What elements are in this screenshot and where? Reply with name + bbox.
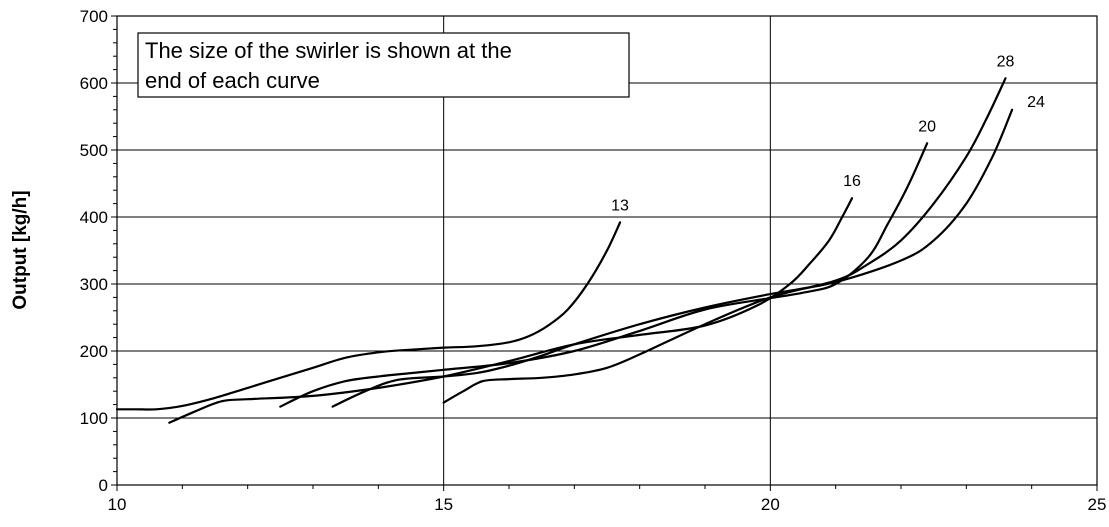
annotation-line-1: The size of the swirler is shown at the — [145, 38, 512, 63]
series-label-13: 13 — [611, 197, 629, 214]
y-tick-label: 500 — [80, 141, 108, 160]
y-tick-label: 400 — [80, 208, 108, 227]
x-tick-label: 20 — [761, 495, 780, 514]
series-line-28 — [442, 77, 1007, 404]
y-tick-label: 100 — [80, 409, 108, 428]
y-tick-label: 700 — [80, 7, 108, 26]
y-axis-tick-labels: 0 100 200 300 400 500 600 700 — [80, 7, 108, 495]
series-line-16 — [168, 197, 854, 424]
x-tick-label: 10 — [108, 495, 127, 514]
series-end-labels: 13 16 20 24 28 — [611, 53, 1045, 214]
series-line-24 — [331, 108, 1014, 408]
y-tick-label: 0 — [99, 476, 108, 495]
y-tick-label: 300 — [80, 275, 108, 294]
series-line-20 — [279, 142, 929, 408]
y-tick-label: 600 — [80, 74, 108, 93]
x-axis-tick-labels: 10 15 20 25 — [108, 495, 1107, 514]
x-tick-label: 15 — [434, 495, 453, 514]
series-curves — [115, 77, 1014, 424]
annotation-box: The size of the swirler is shown at the … — [137, 32, 630, 98]
y-axis-label: Output [kg/h] — [10, 190, 31, 309]
minor-tick-marks — [111, 15, 1098, 491]
series-label-24: 24 — [1027, 94, 1045, 111]
series-label-28: 28 — [997, 53, 1015, 70]
series-label-20: 20 — [918, 118, 936, 135]
annotation-line-2: end of each curve — [145, 68, 320, 93]
series-label-16: 16 — [843, 173, 861, 190]
plot-area-frame — [116, 15, 1098, 486]
series-line-13 — [115, 221, 622, 411]
y-tick-label: 200 — [80, 342, 108, 361]
x-tick-label: 25 — [1088, 495, 1107, 514]
